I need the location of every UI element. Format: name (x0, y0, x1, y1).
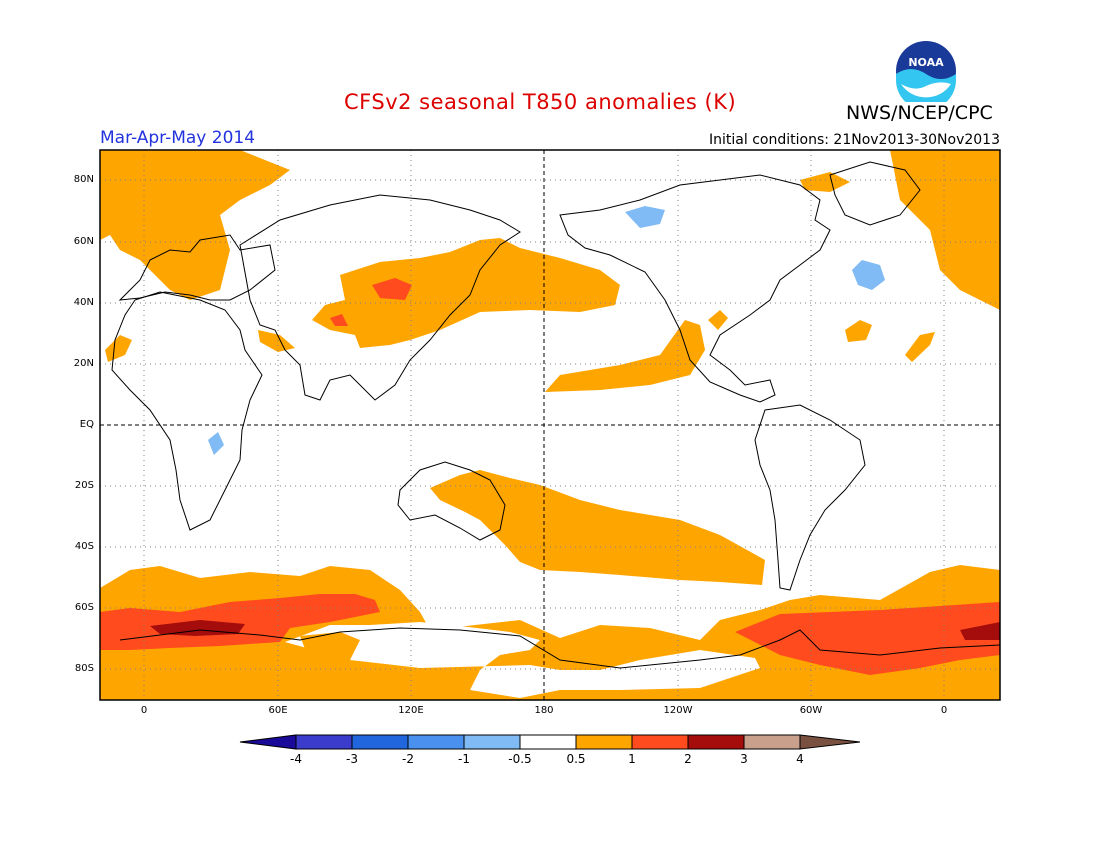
anomaly-region-india (258, 330, 295, 352)
anomaly-region-eastern-pacific (545, 320, 705, 392)
colorbar-label: 3 (740, 752, 748, 766)
coast-africa (111, 291, 263, 531)
lat-label: 40S (74, 541, 94, 552)
lon-label: 60E (268, 705, 288, 716)
svg-text:NOAA: NOAA (908, 56, 944, 69)
anomaly-region-south-ocean-strong-east (735, 602, 1000, 675)
lat-label: 20N (73, 358, 94, 369)
colorbar-label: 0.5 (566, 752, 586, 766)
colorbar-segment (519, 734, 577, 750)
anomaly-region-arctic-east (890, 150, 1000, 310)
anomaly-region-australia (430, 470, 765, 585)
coast-greenland (829, 161, 921, 226)
anomaly-region-asia-strong-2 (330, 314, 348, 326)
colorbar-segment (743, 734, 801, 750)
colorbar-label: -0.5 (508, 752, 532, 766)
anomaly-region-cold-africa (208, 432, 224, 455)
lat-label: 20S (74, 480, 94, 491)
noaa-logo-icon: NOAA (896, 41, 956, 102)
map-frame (99, 149, 1001, 701)
anomaly-region-asia-strong-1 (372, 278, 412, 300)
anomaly-region-north-atlantic (100, 150, 290, 300)
colorbar-segment (351, 734, 409, 750)
color-bar (239, 734, 861, 750)
lon-label: 60W (799, 705, 823, 716)
anomaly-region-cold-arctic (625, 206, 665, 228)
anomaly-region-arctic-pacific (800, 172, 850, 192)
anomaly-region-baja (708, 310, 728, 330)
anomaly-region-sub-arabia (105, 335, 132, 362)
colorbar-segment (631, 734, 689, 750)
chart-title: CFSv2 seasonal T850 anomalies (K) (344, 90, 737, 114)
coast-europe (118, 234, 276, 301)
colorbar-label: -3 (346, 752, 358, 766)
coast-asia (239, 194, 521, 401)
antarctica-interior (285, 622, 760, 698)
initial-conditions-label: Initial conditions: 21Nov2013-30Nov2013 (709, 132, 1000, 148)
colorbar-segment (799, 734, 861, 750)
lon-label: 120W (663, 705, 693, 716)
anomaly-region-cold-atlantic (852, 260, 885, 290)
colorbar-label: -1 (458, 752, 470, 766)
coast-south-america (754, 404, 866, 591)
colorbar-label: 2 (684, 752, 692, 766)
coastlines (111, 161, 1000, 669)
season-label: Mar-Apr-May 2014 (100, 128, 256, 148)
colorbar-segment (575, 734, 633, 750)
lat-label: 80N (73, 174, 94, 185)
anomaly-region-north-pacific (312, 238, 620, 348)
lon-label: 120E (398, 705, 424, 716)
colorbar-segment (295, 734, 353, 750)
colorbar-label: -2 (402, 752, 414, 766)
lat-label: 80S (74, 663, 94, 674)
anomaly-region-west-atlantic (905, 332, 935, 362)
anomaly-region-strongest-east (960, 622, 1000, 640)
colorbar-label: 1 (628, 752, 636, 766)
coast-north-america (559, 174, 831, 403)
lon-label: 0 (940, 705, 948, 716)
anomaly-region-north-atlantic-blob (845, 320, 872, 342)
anomaly-region-antarctic-coast (300, 632, 360, 662)
colorbar-segment (239, 734, 297, 750)
colorbar-label: 4 (796, 752, 804, 766)
colorbar-segment (407, 734, 465, 750)
coast-australia (397, 461, 506, 541)
colorbar-segment (687, 734, 745, 750)
coast-antarctica (119, 627, 1000, 669)
lat-label: 40N (73, 297, 94, 308)
lat-label: 60N (73, 236, 94, 247)
lon-label: 180 (534, 705, 554, 716)
lon-label: 0 (140, 705, 148, 716)
anomaly-field (100, 150, 1000, 700)
colorbar-segment (463, 734, 521, 750)
lat-label: EQ (79, 419, 94, 430)
lat-label: 60S (74, 602, 94, 613)
agency-label: NWS/NCEP/CPC (846, 102, 993, 124)
colorbar-label: -4 (290, 752, 302, 766)
reference-lines (100, 150, 1000, 700)
